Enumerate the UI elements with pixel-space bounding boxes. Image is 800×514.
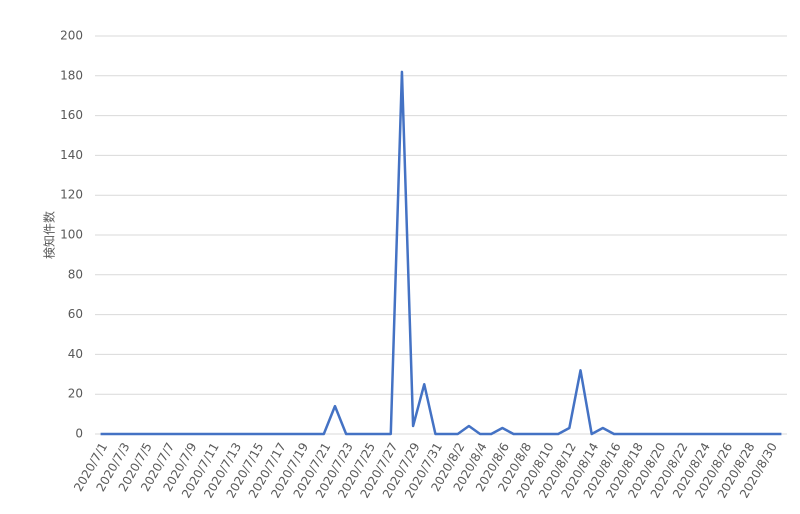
y-tick-label: 140	[60, 148, 83, 162]
y-tick-label: 120	[60, 188, 83, 202]
y-tick-label: 80	[68, 267, 83, 281]
y-tick-label: 200	[60, 29, 83, 43]
y-tick-label: 20	[68, 387, 83, 401]
y-tick-label: 60	[68, 307, 83, 321]
y-tick-label: 0	[75, 427, 83, 441]
y-tick-label: 180	[60, 68, 83, 82]
y-axis-label: 検知件数	[42, 211, 57, 259]
data-line	[100, 70, 782, 436]
y-tick-label: 100	[60, 228, 83, 242]
y-tick-label: 160	[60, 108, 83, 122]
y-tick-label: 40	[68, 347, 83, 361]
